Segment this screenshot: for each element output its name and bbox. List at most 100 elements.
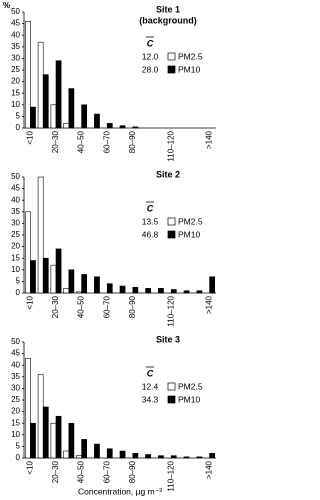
bar bbox=[119, 285, 126, 294]
bar bbox=[63, 450, 70, 459]
y-tick-label: 50 bbox=[11, 172, 20, 181]
legend-swatch bbox=[167, 230, 176, 239]
x-tick-label: 110–120 bbox=[166, 130, 175, 161]
bar bbox=[42, 257, 49, 294]
y-tick-label: 35 bbox=[11, 42, 20, 51]
bar bbox=[50, 422, 57, 459]
x-tick-label: >140 bbox=[205, 295, 214, 314]
legend-label: PM10 bbox=[178, 229, 200, 239]
x-tick-label: <10 bbox=[26, 460, 35, 474]
bar bbox=[50, 264, 57, 294]
bar bbox=[119, 450, 126, 459]
legend-mean: 13.5 bbox=[142, 216, 159, 226]
bar bbox=[81, 104, 88, 129]
y-tick-label: 20 bbox=[11, 77, 20, 86]
x-tick-label: 40–50 bbox=[77, 130, 86, 153]
bar bbox=[55, 60, 62, 129]
bar bbox=[158, 288, 164, 294]
x-tick-label: >140 bbox=[205, 130, 214, 149]
bar bbox=[106, 123, 113, 129]
y-tick-label: 5 bbox=[16, 277, 21, 286]
bar bbox=[24, 20, 31, 129]
x-tick-label: 80–90 bbox=[128, 295, 137, 318]
x-tick-label: <10 bbox=[26, 130, 35, 144]
bar bbox=[63, 288, 70, 294]
bar bbox=[42, 406, 49, 459]
bar bbox=[30, 106, 36, 129]
bar bbox=[209, 453, 216, 459]
panel-title: Site 2 bbox=[156, 169, 180, 179]
bar bbox=[196, 456, 203, 459]
legend-swatch bbox=[167, 395, 176, 404]
bar bbox=[55, 248, 62, 294]
y-tick-label: 10 bbox=[11, 100, 20, 109]
panel-subtitle: (background) bbox=[139, 15, 197, 25]
legend-mean: 34.3 bbox=[142, 394, 159, 404]
legend-mean: 46.8 bbox=[142, 229, 159, 239]
x-tick-label: 20–30 bbox=[51, 460, 60, 483]
y-tick-label: 40 bbox=[11, 360, 20, 369]
legend-mean: 12.4 bbox=[142, 381, 159, 391]
y-tick-label: 5 bbox=[16, 442, 21, 451]
bar bbox=[183, 290, 190, 294]
bar bbox=[132, 126, 139, 129]
bar bbox=[42, 74, 49, 129]
bar bbox=[145, 454, 152, 459]
bar bbox=[94, 276, 100, 294]
bar bbox=[94, 113, 100, 129]
x-tick-label: 60–70 bbox=[102, 295, 111, 318]
legend-label: PM2.5 bbox=[178, 216, 203, 226]
bar bbox=[81, 274, 88, 294]
legend-label: PM10 bbox=[178, 64, 200, 74]
legend-swatch bbox=[167, 382, 176, 391]
bar bbox=[170, 289, 177, 294]
y-tick-label: 50 bbox=[11, 7, 20, 16]
x-tick-label: 20–30 bbox=[51, 130, 60, 153]
x-tick-label: 110–120 bbox=[166, 295, 175, 326]
y-tick-label: 25 bbox=[11, 65, 20, 74]
x-tick-label: 60–70 bbox=[102, 460, 111, 483]
bar bbox=[50, 104, 57, 129]
bar bbox=[183, 456, 190, 459]
legend-label: PM2.5 bbox=[178, 51, 203, 61]
bar bbox=[37, 374, 44, 459]
y-tick-label: 5 bbox=[16, 112, 21, 121]
bar bbox=[68, 269, 75, 294]
y-tick-label: 40 bbox=[11, 195, 20, 204]
bar bbox=[119, 125, 126, 129]
y-tick-label: 50 bbox=[11, 337, 20, 346]
bar bbox=[76, 455, 82, 459]
y-tick-label: 25 bbox=[11, 395, 20, 404]
x-tick-label: 40–50 bbox=[77, 295, 86, 318]
y-tick-label: 45 bbox=[11, 184, 20, 193]
legend-swatch bbox=[167, 65, 176, 74]
x-tick-label: 20–30 bbox=[51, 295, 60, 318]
y-axis-label: % bbox=[3, 1, 10, 10]
bar bbox=[209, 276, 216, 294]
y-tick-label: 30 bbox=[11, 219, 20, 228]
legend-mean: 12.0 bbox=[142, 51, 159, 61]
bar bbox=[24, 357, 31, 459]
legend-swatch bbox=[167, 52, 176, 61]
y-tick-label: 25 bbox=[11, 230, 20, 239]
x-tick-label: 40–50 bbox=[77, 460, 86, 483]
y-tick-label: 45 bbox=[11, 19, 20, 28]
bar bbox=[37, 176, 44, 294]
x-tick-label: 110–120 bbox=[166, 460, 175, 491]
y-tick-label: 0 bbox=[16, 123, 21, 132]
x-tick-label: 80–90 bbox=[128, 130, 137, 153]
y-tick-label: 0 bbox=[16, 288, 21, 297]
bar bbox=[63, 123, 70, 129]
y-tick-label: 30 bbox=[11, 384, 20, 393]
bar bbox=[158, 455, 164, 459]
y-tick-label: 20 bbox=[11, 407, 20, 416]
panel-title: Site 3 bbox=[156, 334, 180, 344]
x-tick-label: 80–90 bbox=[128, 460, 137, 483]
y-tick-label: 35 bbox=[11, 207, 20, 216]
bar bbox=[55, 415, 62, 459]
legend-label: PM10 bbox=[178, 394, 200, 404]
bar bbox=[170, 455, 177, 459]
y-tick-label: 0 bbox=[16, 453, 21, 462]
x-tick-label: >140 bbox=[205, 460, 214, 479]
